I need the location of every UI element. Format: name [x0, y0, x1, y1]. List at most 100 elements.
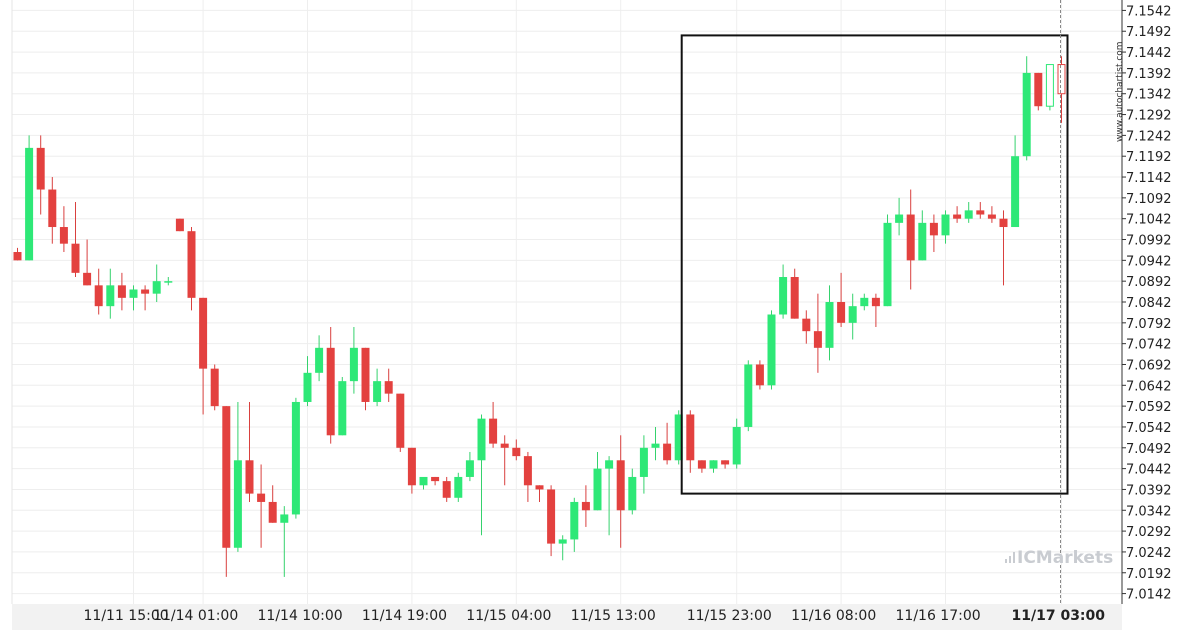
- candle: [315, 335, 324, 382]
- candle-body: [129, 289, 138, 298]
- candle: [848, 293, 857, 340]
- candle-body: [999, 218, 1008, 228]
- y-tick-label: 7.1292: [1126, 109, 1172, 124]
- candle: [767, 310, 776, 390]
- candle-body: [245, 460, 254, 494]
- candle-body: [500, 443, 509, 448]
- candle: [129, 285, 138, 311]
- candle-body: [744, 364, 753, 427]
- candle: [570, 497, 579, 552]
- y-tick-label: 7.0242: [1126, 546, 1172, 561]
- candle-body: [547, 489, 556, 544]
- candle: [442, 476, 451, 502]
- candle: [326, 326, 335, 444]
- candle-body: [581, 501, 590, 511]
- candle: [48, 177, 57, 244]
- candle-body: [639, 447, 648, 477]
- y-tick-label: 7.0892: [1126, 275, 1172, 290]
- candle-body: [36, 147, 45, 190]
- candle: [651, 426, 660, 461]
- candle-body: [918, 222, 927, 261]
- candle-body: [848, 306, 857, 323]
- candle: [1011, 135, 1020, 228]
- candle-body: [477, 418, 486, 461]
- candle: [384, 368, 393, 402]
- candle-body: [976, 210, 985, 215]
- candle-body: [361, 347, 370, 402]
- candle: [349, 326, 358, 394]
- candle: [871, 293, 880, 327]
- candle-body: [419, 476, 428, 486]
- candle: [697, 460, 706, 473]
- candle-body: [721, 460, 730, 465]
- candle: [291, 397, 300, 519]
- candle-body: [175, 218, 184, 232]
- candle-body: [268, 501, 277, 523]
- candle: [454, 472, 463, 502]
- candle-body: [141, 289, 150, 294]
- candle-body: [987, 214, 996, 219]
- candle: [895, 197, 904, 236]
- candle-body: [396, 393, 405, 448]
- candle: [837, 272, 846, 327]
- candle: [257, 464, 266, 548]
- candle-body: [373, 381, 382, 402]
- candle: [268, 485, 277, 523]
- candles: [13, 56, 1066, 577]
- candle-body: [802, 318, 811, 332]
- candle: [465, 451, 474, 482]
- candle-body: [929, 222, 938, 236]
- x-tick-label: 11/15 23:00: [687, 608, 772, 624]
- candle: [929, 214, 938, 253]
- y-tick-label: 7.0192: [1126, 567, 1172, 582]
- candle: [802, 310, 811, 344]
- candle: [36, 135, 45, 215]
- candle: [686, 410, 695, 473]
- candle-body: [83, 272, 92, 286]
- candle: [976, 202, 985, 219]
- candle-body: [837, 302, 846, 323]
- candle: [25, 135, 34, 261]
- candle-body: [233, 460, 242, 548]
- x-tick-label: 11/14 10:00: [258, 608, 343, 624]
- candle: [953, 206, 962, 223]
- candle-body: [210, 368, 219, 407]
- candle-body: [48, 189, 57, 228]
- candle-body: [315, 347, 324, 373]
- candle: [1034, 72, 1043, 111]
- y-tick-label: 7.0142: [1126, 588, 1172, 603]
- y-tick-label: 7.0342: [1126, 504, 1172, 519]
- candle: [628, 468, 637, 515]
- candle-body: [454, 476, 463, 498]
- candle: [999, 210, 1008, 286]
- candle: [106, 268, 115, 319]
- candle: [883, 214, 892, 307]
- candle: [500, 435, 509, 486]
- brand-name: ICMarkets: [1017, 548, 1113, 568]
- candle: [477, 414, 486, 536]
- candle: [790, 268, 799, 319]
- candle: [175, 218, 184, 232]
- x-axis-band: [12, 604, 1122, 630]
- candle-body: [732, 426, 741, 465]
- candle: [94, 268, 103, 315]
- bar-chart-icon: [1005, 552, 1015, 563]
- y-tick-label: 7.0492: [1126, 442, 1172, 457]
- candle: [918, 210, 927, 261]
- y-tick-label: 7.0842: [1126, 296, 1172, 311]
- candle-body: [303, 372, 312, 402]
- candle-body: [106, 285, 115, 307]
- y-tick-label: 7.1442: [1126, 46, 1172, 61]
- candle-body: [779, 277, 788, 315]
- candle-body: [1034, 72, 1043, 107]
- x-tick-label: 11/16 17:00: [896, 608, 981, 624]
- candle-body: [605, 460, 614, 469]
- candle: [825, 285, 834, 361]
- candle-body: [651, 443, 660, 448]
- candle-body: [338, 381, 347, 436]
- candle-body: [686, 414, 695, 461]
- y-tick-label: 7.0542: [1126, 421, 1172, 436]
- x-tick-label: 11/14 19:00: [362, 608, 447, 624]
- candle-body: [813, 331, 822, 348]
- y-tick-label: 7.1092: [1126, 192, 1172, 207]
